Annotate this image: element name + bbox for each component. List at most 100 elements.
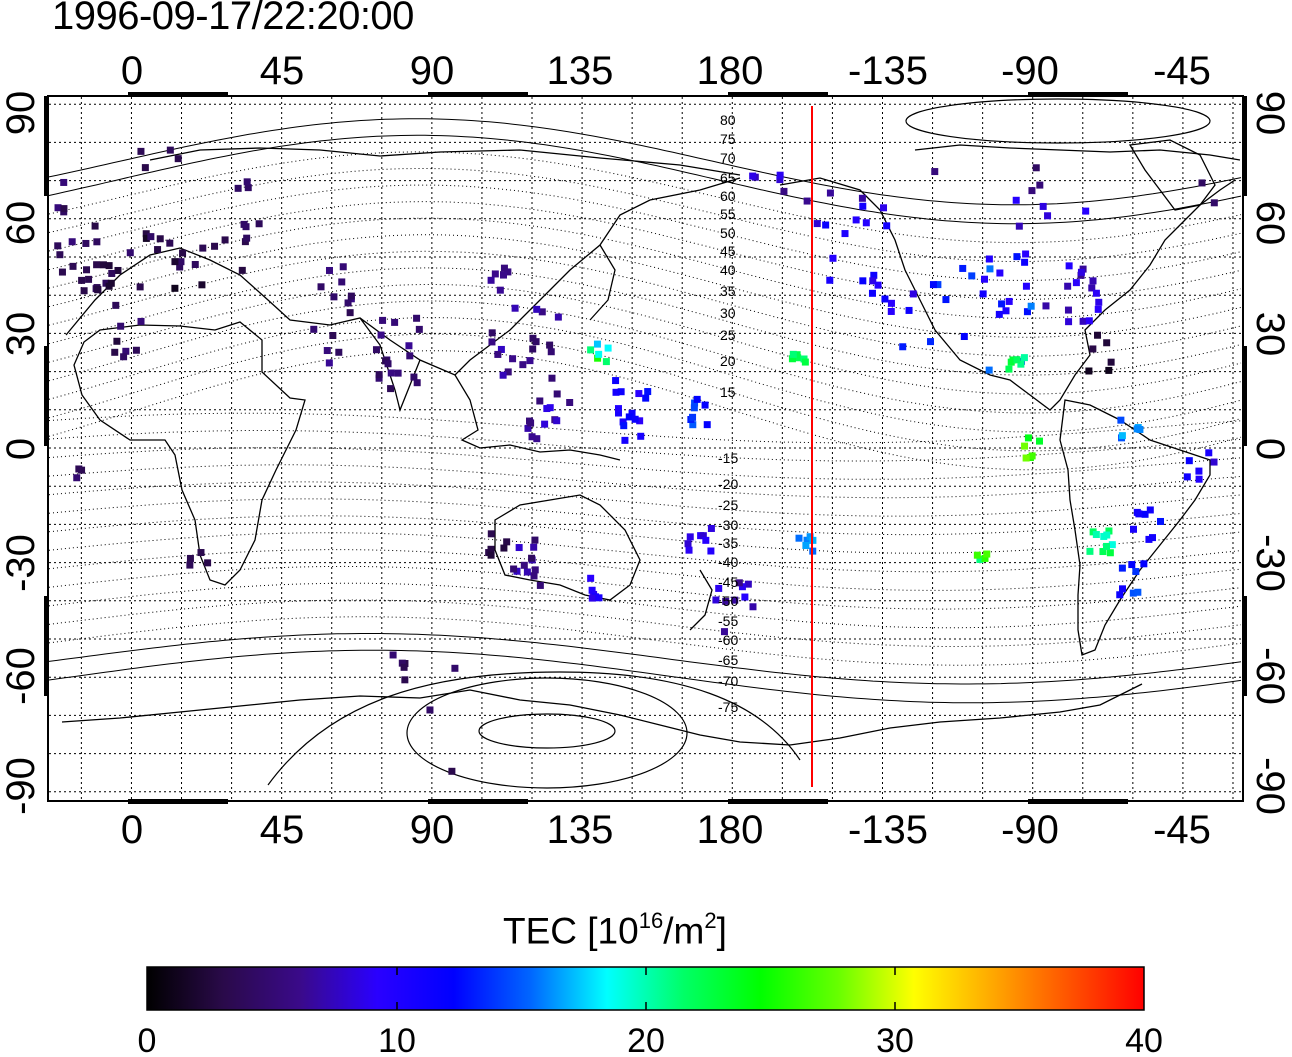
- tec-data-point: [1088, 284, 1096, 292]
- tec-data-point: [83, 266, 91, 274]
- tec-data-point: [980, 275, 988, 283]
- tec-data-point: [1082, 207, 1090, 215]
- tec-data-point: [325, 266, 333, 274]
- tec-data-point: [1092, 289, 1100, 297]
- contour-label: -50: [718, 593, 738, 609]
- tec-data-points: [54, 146, 1218, 775]
- tec-data-point: [788, 355, 796, 363]
- tec-data-point: [625, 413, 633, 421]
- tec-data-point: [1005, 297, 1013, 305]
- tec-data-point: [1065, 262, 1073, 270]
- tec-data-point: [531, 566, 539, 574]
- tec-data-point: [619, 418, 627, 426]
- tec-data-point: [1092, 531, 1100, 539]
- tec-data-point: [520, 561, 528, 569]
- tec-data-point: [243, 178, 251, 186]
- tec-data-point: [68, 238, 76, 246]
- tec-data-point: [1128, 561, 1136, 569]
- contour-label: 20: [720, 353, 736, 369]
- contour-label: 15: [720, 384, 736, 400]
- right-lat-tick: 0: [1248, 438, 1292, 460]
- tec-data-point: [554, 313, 562, 321]
- colorbar-tick-label: 40: [1125, 1022, 1163, 1057]
- tec-data-point: [1085, 317, 1093, 325]
- tec-data-point: [636, 417, 644, 425]
- tec-data-point: [410, 373, 418, 381]
- left-latitude-axis: 90 60 30 0 -30 -60 -90: [0, 91, 43, 815]
- tec-data-point: [1210, 199, 1218, 207]
- bottom-lon-tick: 90: [410, 808, 455, 852]
- tec-data-point: [186, 554, 194, 562]
- tec-data-point: [1022, 282, 1030, 290]
- left-lat-tick: -30: [0, 534, 43, 592]
- tec-data-point: [114, 266, 122, 274]
- tec-data-point: [108, 269, 116, 277]
- tec-data-point: [905, 306, 913, 314]
- tec-data-point: [488, 329, 496, 337]
- bottom-longitude-axis: 0 45 90 135 180 -135 -90 -45: [121, 808, 1211, 852]
- tec-data-point: [1118, 564, 1126, 572]
- colorbar-tick-label: 20: [627, 1022, 665, 1057]
- tec-data-point: [615, 409, 623, 417]
- tec-data-point: [722, 597, 730, 605]
- tec-data-point: [1022, 454, 1030, 462]
- tec-data-point: [1103, 531, 1111, 539]
- bottom-lon-tick: 135: [547, 808, 614, 852]
- tec-data-point: [707, 524, 715, 532]
- tec-data-point: [54, 204, 62, 212]
- tec-data-point: [642, 394, 650, 402]
- tec-data-point: [686, 533, 694, 541]
- tec-data-point: [1024, 434, 1032, 442]
- frame-bars: [44, 92, 1247, 804]
- tec-data-point: [166, 146, 174, 154]
- tec-data-point: [968, 272, 976, 280]
- tec-data-point: [177, 258, 185, 266]
- tec-data-point: [731, 596, 739, 604]
- bottom-lon-tick: 180: [697, 808, 764, 852]
- right-lat-tick: 30: [1248, 312, 1292, 357]
- contour-label: -70: [718, 673, 738, 689]
- right-lat-tick: -60: [1248, 647, 1292, 705]
- tec-data-point: [602, 358, 610, 366]
- tec-data-point: [960, 333, 968, 341]
- graticule-grid: [49, 97, 1242, 800]
- tec-data-point: [117, 322, 125, 330]
- right-lat-tick: 90: [1248, 91, 1292, 136]
- tec-data-point: [1205, 449, 1213, 457]
- tec-data-point: [1064, 282, 1072, 290]
- tec-data-point: [1099, 548, 1107, 556]
- tec-data-point: [142, 230, 150, 238]
- tec-data-point: [637, 432, 645, 440]
- top-lon-tick: -90: [1001, 49, 1059, 93]
- left-lat-tick: 30: [0, 312, 43, 357]
- tec-data-point: [401, 676, 409, 684]
- tec-data-point: [959, 264, 967, 272]
- tec-data-point: [413, 379, 421, 387]
- tec-data-point: [789, 350, 797, 358]
- left-lat-tick: -60: [0, 647, 43, 705]
- tec-data-point: [538, 308, 546, 316]
- tec-data-point: [389, 651, 397, 659]
- tec-data-point: [620, 422, 628, 430]
- tec-data-point: [532, 338, 540, 346]
- tec-data-point: [137, 147, 145, 155]
- contour-label: 60: [720, 188, 736, 204]
- tec-data-point: [841, 230, 849, 238]
- right-lat-tick: -30: [1248, 534, 1292, 592]
- tec-data-point: [553, 390, 561, 398]
- tec-data-point: [689, 421, 697, 429]
- tec-data-point: [1028, 452, 1036, 460]
- tec-data-point: [1013, 356, 1021, 364]
- tec-data-point: [1103, 339, 1111, 347]
- tec-data-point: [197, 549, 205, 557]
- tec-data-point: [105, 262, 113, 270]
- tec-data-point: [448, 767, 456, 775]
- tec-data-point: [541, 420, 549, 428]
- colorbar-title: TEC [1016/m2]: [503, 908, 727, 952]
- contour-label: -75: [718, 699, 738, 715]
- tec-data-point: [405, 342, 413, 350]
- tec-data-point: [1095, 298, 1103, 306]
- tec-data-point: [852, 216, 860, 224]
- tec-data-point: [1195, 475, 1203, 483]
- colorbar-tick-label: 30: [876, 1022, 914, 1057]
